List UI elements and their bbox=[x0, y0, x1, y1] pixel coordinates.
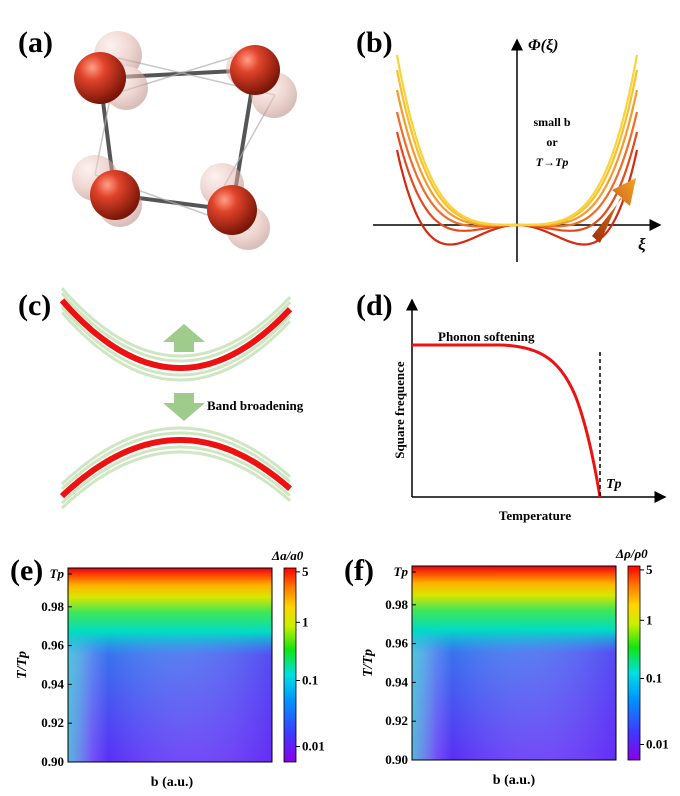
energy-bands bbox=[59, 287, 293, 510]
y-tick-label: 0.98 bbox=[41, 599, 64, 614]
d-softening-curve bbox=[412, 343, 602, 498]
y-tick-label: Tp bbox=[394, 564, 409, 579]
potential-curve bbox=[395, 54, 639, 227]
up-arrow bbox=[163, 324, 205, 352]
upper-band-core bbox=[59, 298, 293, 371]
panel-b-label: (b) bbox=[356, 26, 393, 59]
broadened-band-line bbox=[60, 450, 291, 510]
e-heatmap bbox=[67, 567, 273, 763]
potential-curves bbox=[395, 54, 639, 246]
b-annotation-line3: T→Tp bbox=[536, 155, 569, 169]
f-colorbar-ticks: 5 1 0.1 0.01 bbox=[640, 562, 669, 751]
c-annotation: Band broadening bbox=[207, 398, 304, 413]
atoms bbox=[74, 45, 280, 235]
y-tick-label: 0.94 bbox=[385, 674, 408, 689]
y-tick-label: 0.92 bbox=[385, 713, 408, 728]
panel-a-label: (a) bbox=[18, 26, 53, 59]
f-y-ticks: Tp 0.98 0.96 0.94 0.92 0.90 bbox=[385, 564, 416, 767]
panel-f: (f) Δρ/ρ0 5 1 0.1 0.01 Tp 0.98 0.96 0.94 0.92 0.… bbox=[344, 546, 669, 788]
down-arrow bbox=[163, 393, 205, 421]
broadened-band-line bbox=[60, 431, 291, 491]
e-colorbar-ticks: 5 1 0.1 0.01 bbox=[296, 564, 325, 753]
broadened-band-line bbox=[60, 311, 292, 382]
colorbar-tick-label: 5 bbox=[646, 562, 653, 577]
b-annotation-line1: small b bbox=[533, 115, 570, 129]
panel-c: (c) Band broadening bbox=[18, 287, 304, 510]
panel-d: (d) Phonon softening Square frequence Te… bbox=[356, 289, 667, 523]
broadened-band-line bbox=[60, 445, 291, 505]
colorbar-tick-label: 1 bbox=[646, 612, 653, 627]
broadened-band-line bbox=[60, 306, 292, 377]
colorbar-tick-label: 1 bbox=[302, 614, 309, 629]
e-y-ticks: Tp 0.98 0.96 0.94 0.92 0.90 bbox=[41, 566, 72, 769]
y-tick-label: Tp bbox=[50, 566, 65, 581]
y-tick-label: 0.96 bbox=[385, 636, 408, 651]
lower-band-core bbox=[59, 437, 292, 499]
colorbar-tick-label: 5 bbox=[302, 564, 309, 579]
broadened-band-line bbox=[60, 426, 291, 486]
b-x-axis-label: ξ bbox=[638, 235, 646, 254]
panel-f-label: (f) bbox=[344, 554, 374, 587]
d-x-axis-label: Temperature bbox=[499, 508, 571, 523]
y-tick-label: 0.98 bbox=[385, 597, 408, 612]
f-colorbar bbox=[627, 565, 641, 761]
colorbar-tick-label: 0.01 bbox=[302, 738, 325, 753]
f-y-axis-label: T/Tp bbox=[361, 649, 376, 677]
d-curve-label: Phonon softening bbox=[438, 329, 535, 344]
b-y-axis-label: Φ(ξ) bbox=[528, 37, 558, 54]
e-colorbar-title: Δa/a0 bbox=[271, 548, 304, 563]
d-y-axis-label: Square frequence bbox=[392, 361, 407, 459]
e-y-axis-label: T/Tp bbox=[15, 651, 30, 679]
panel-d-label: (d) bbox=[356, 289, 393, 322]
d-tp-label: Tp bbox=[606, 477, 622, 492]
y-tick-label: 0.92 bbox=[41, 715, 64, 730]
y-tick-label: 0.90 bbox=[41, 754, 64, 769]
e-x-axis-label: b (a.u.) bbox=[151, 775, 194, 790]
broadened-band-line bbox=[60, 292, 292, 363]
y-tick-label: 0.90 bbox=[385, 752, 408, 767]
colorbar-tick-label: 0.1 bbox=[302, 673, 318, 688]
y-tick-label: 0.94 bbox=[41, 676, 64, 691]
e-colorbar bbox=[283, 567, 297, 763]
f-colorbar-title: Δρ/ρ0 bbox=[615, 546, 648, 561]
colorbar-tick-label: 0.1 bbox=[646, 671, 662, 686]
b-trend-arrow bbox=[592, 178, 636, 243]
colorbar-tick-label: 0.01 bbox=[646, 736, 669, 751]
panel-e-label: (e) bbox=[10, 554, 43, 587]
panel-e: (e) Δa/a0 5 1 0.1 0.01 Tp 0.98 0.96 0.94 0.92 0.… bbox=[10, 548, 325, 790]
f-x-axis-label: b (a.u.) bbox=[493, 773, 536, 788]
b-annotation-line2: or bbox=[546, 135, 558, 149]
panel-a: (a) bbox=[18, 26, 297, 250]
broadened-band-line bbox=[60, 287, 292, 358]
y-tick-label: 0.96 bbox=[41, 638, 64, 653]
panel-c-label: (c) bbox=[18, 289, 51, 322]
panel-b: (b) Φ(ξ) ξ small b or T→Tp bbox=[356, 26, 662, 262]
f-heatmap bbox=[411, 565, 617, 761]
